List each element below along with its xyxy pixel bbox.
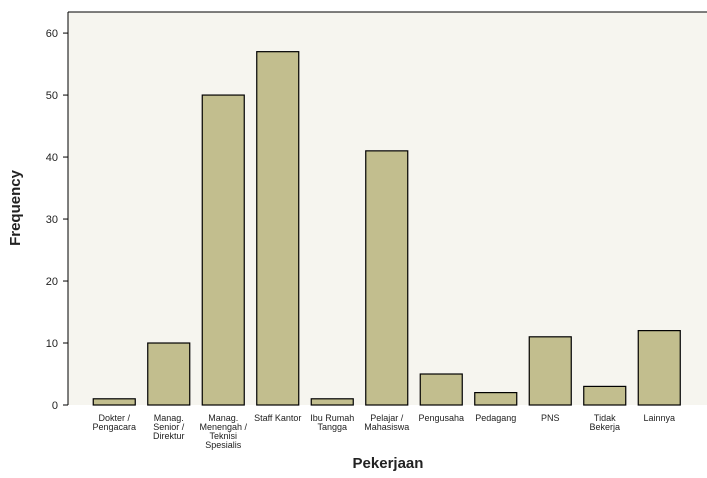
x-tick-label: Tidak Bekerja xyxy=(589,413,620,432)
x-tick-label: Staff Kantor xyxy=(254,413,301,423)
bar xyxy=(637,330,681,406)
y-tick-label: 40 xyxy=(46,152,58,164)
x-tick-label: Manag. Senior / Direktur xyxy=(153,413,185,441)
bar xyxy=(92,398,136,406)
y-tick-label: 30 xyxy=(46,214,58,226)
x-tick-label: Manag. Menengah / Teknisi Spesialis xyxy=(199,413,247,450)
x-tick-label: Pelajar / Mahasiswa xyxy=(364,413,409,432)
bar xyxy=(365,150,409,406)
x-tick-label: Ibu Rumah Tangga xyxy=(310,413,354,432)
y-tick-label: 10 xyxy=(46,338,58,350)
x-tick-label: Pedagang xyxy=(475,413,516,423)
x-tick-label: Dokter / Pengacara xyxy=(92,413,136,432)
bar xyxy=(474,392,518,406)
bar xyxy=(310,398,354,406)
x-tick-label: Lainnya xyxy=(643,413,675,423)
x-tick-label: Pengusaha xyxy=(418,413,464,423)
bar xyxy=(147,342,191,406)
y-tick-label: 60 xyxy=(46,28,58,40)
bar xyxy=(419,373,463,406)
x-tick-label: PNS xyxy=(541,413,560,423)
bar xyxy=(583,385,627,406)
y-tick-label: 50 xyxy=(46,90,58,102)
y-axis-title: Frequency xyxy=(7,169,24,246)
y-tick-label: 20 xyxy=(46,276,58,288)
y-tick-label: 0 xyxy=(52,400,58,412)
x-axis-title: Pekerjaan xyxy=(353,455,424,472)
bar xyxy=(201,94,245,406)
bar xyxy=(528,336,572,406)
bar xyxy=(256,51,300,406)
